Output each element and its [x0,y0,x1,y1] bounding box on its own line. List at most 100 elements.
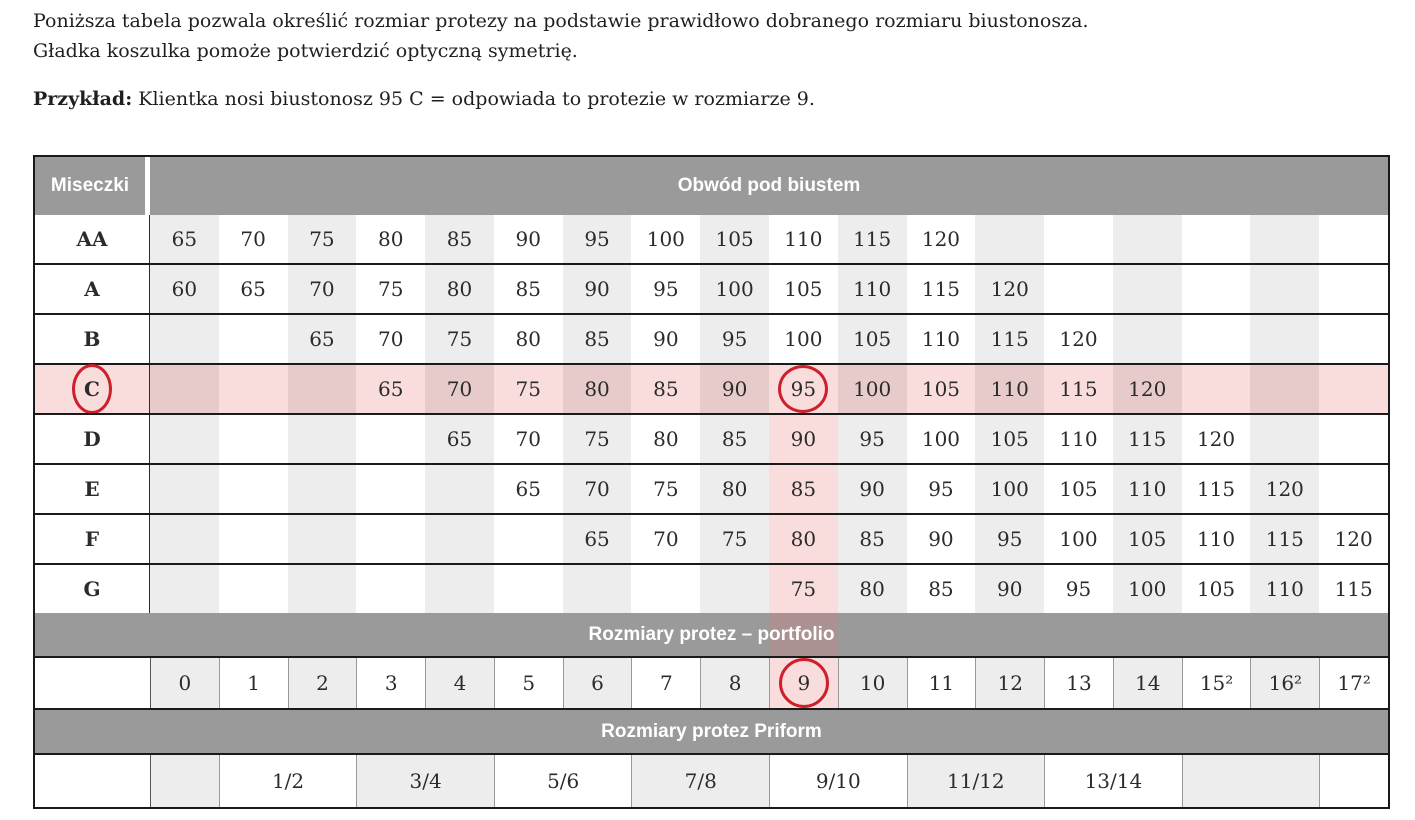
prosthesis-size-value: 0 [178,671,192,695]
size-value: 75 [584,427,610,451]
size-cell [494,565,563,613]
cup-row-A: A 60 65 70 75 80 85 90 95 100 105 110 115 120 [35,263,1388,313]
size-value: 100 [853,377,892,401]
size-cell [1319,465,1388,513]
size-cell [1250,265,1320,313]
size-value: 65 [584,527,610,551]
size-value: 110 [990,377,1029,401]
prosthesis-size-value: 14 [1135,671,1161,695]
size-cell: 65 [219,265,288,313]
prosthesis-size-value: 9 [797,671,811,695]
size-cell [150,415,219,463]
prosthesis-size-cell: 2 [287,658,357,708]
size-cell: 70 [287,265,357,313]
size-value: 80 [790,527,817,551]
prosthesis-size-cell: 17² [1319,658,1388,708]
priform-header-bg-cell [975,710,1045,753]
size-value: 90 [721,377,748,401]
priform-size-cell [1319,755,1388,807]
size-cell: 85 [631,365,701,413]
size-cell: 85 [494,265,563,313]
size-cell [150,465,219,513]
priform-size-cell: 13/14 [1044,755,1182,807]
priform-size-cell: 9/10 [769,755,907,807]
size-cell: 60 [150,265,219,313]
size-value: 95 [928,477,954,501]
size-value: 115 [1059,377,1098,401]
size-cell: 75 [287,215,357,263]
size-cell: 120 [1044,315,1113,363]
size-value: 100 [646,227,685,251]
cup-label-cell: D [35,415,150,463]
size-value: 95 [584,227,610,251]
prosthesis-size-cell: 10 [837,658,907,708]
cup-row-C: C 65 70 75 80 85 90 95 100 105 110 115 120 [35,363,1388,414]
size-cell [494,515,563,563]
size-cell: 110 [769,215,838,263]
size-cell: 115 [1250,515,1320,563]
size-cell: 70 [494,415,563,463]
priform-size-value: 11/12 [947,769,1005,793]
size-value: 115 [1265,527,1304,551]
size-cell [975,215,1045,263]
size-cell: 95 [907,465,976,513]
priform-size-value: 3/4 [409,769,442,793]
size-cell: 65 [562,515,632,563]
size-value: 70 [584,477,610,501]
prosthesis-size-cell: 13 [1044,658,1113,708]
cup-label: A [84,277,100,301]
size-value: 110 [784,227,823,251]
size-cell: 95 [769,365,838,413]
cup-row-G: G 75 80 85 90 95 100 105 110 115 [35,563,1388,613]
size-cell: 85 [425,215,494,263]
size-value: 120 [990,277,1029,301]
size-cell: 80 [562,365,632,413]
priform-header-row: Rozmiary protez Priform [35,708,1388,753]
size-value: 80 [584,377,610,401]
size-cell: 90 [975,565,1045,613]
portfolio-label-cell [35,658,150,708]
size-cell [1250,315,1320,363]
size-cell: 105 [906,365,976,413]
size-cell: 100 [1112,565,1182,613]
size-cell [356,565,425,613]
size-cell: 100 [975,465,1045,513]
prosthesis-size-cell: 4 [425,658,494,708]
size-cell [287,515,357,563]
size-cell: 115 [1182,465,1251,513]
priform-size-value: 9/10 [815,769,861,793]
cup-label-cell: C [35,364,150,414]
prosthesis-size-value: 7 [659,671,673,695]
cup-label: C [84,377,100,401]
size-value: 100 [1128,577,1167,601]
prosthesis-size-value: 16² [1268,671,1303,695]
prosthesis-size-cell: 16² [1250,658,1320,708]
cup-label: G [83,577,101,601]
size-value: 85 [653,377,679,401]
size-cell [1250,415,1320,463]
size-cell [150,565,219,613]
portfolio-header-bg-cell [837,613,907,656]
portfolio-header-bg-cell [906,613,976,656]
cup-row-B: B 65 70 75 80 85 90 95 100 105 110 115 120 [35,313,1388,363]
size-cell: 115 [1319,565,1388,613]
size-cell: 105 [700,215,769,263]
size-cell: 70 [562,465,632,513]
size-value: 65 [515,477,541,501]
size-value: 75 [377,277,404,301]
size-cell: 115 [837,215,907,263]
size-value: 65 [377,377,404,401]
priform-size-cell: 11/12 [906,755,1045,807]
size-value: 105 [715,227,754,251]
priform-header-bg-cell [769,710,838,753]
size-cell [218,365,288,413]
size-cell [425,565,494,613]
size-value: 120 [921,227,961,251]
size-cell: 105 [1182,565,1251,613]
size-cell: 85 [700,415,769,463]
size-cell: 120 [1112,365,1182,413]
size-cell: 90 [837,465,907,513]
size-cell: 90 [769,415,838,463]
size-value: 60 [171,277,198,301]
size-cell: 65 [150,215,219,263]
